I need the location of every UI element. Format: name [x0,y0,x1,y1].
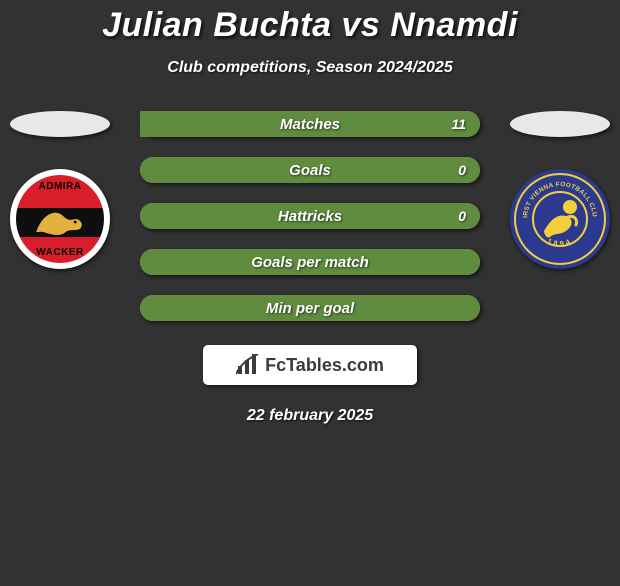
stat-value-right: 0 [458,162,466,178]
stat-row: Hattricks 0 [140,203,480,229]
bar-chart-icon [236,354,260,376]
fctables-brand-text: FcTables.com [265,355,384,376]
stat-label: Goals per match [251,254,369,271]
stat-fill-right [310,157,480,183]
stat-label: Hattricks [278,208,342,225]
stat-row: Min per goal [140,295,480,321]
left-club-bottom-text: WACKER [16,247,104,258]
stat-label: Matches [280,116,340,133]
comparison-stage: ADMIRA WACKER FIRST VIENNA FOOTBALL [0,111,620,321]
stat-row: Matches 11 [140,111,480,137]
stat-value-right: 11 [451,116,466,132]
generated-date: 22 february 2025 [0,407,620,425]
left-club-badge: ADMIRA WACKER [10,169,110,269]
right-player-avatar-placeholder [510,111,610,137]
stat-row: Goals per match [140,249,480,275]
fctables-logo-box: FcTables.com [203,345,417,385]
stat-label: Goals [289,162,331,179]
right-club-ring: FIRST VIENNA FOOTBALL CLUB 1894 [514,173,606,265]
griffin-icon [32,207,88,237]
subtitle: Club competitions, Season 2024/2025 [0,59,620,77]
left-club-top-text: ADMIRA [16,181,104,192]
stat-rows: Matches 11 Goals 0 Hattricks 0 Goals per match… [140,111,480,321]
left-player-col: ADMIRA WACKER [0,111,120,269]
stat-label: Min per goal [266,300,354,317]
right-club-badge: FIRST VIENNA FOOTBALL CLUB 1894 [510,169,610,269]
page-title: Julian Buchta vs Nnamdi [0,6,620,45]
vienna-player-icon [538,197,582,241]
stat-row: Goals 0 [140,157,480,183]
left-club-badge-inner: ADMIRA WACKER [16,175,104,263]
stat-fill-left [140,157,310,183]
stat-value-right: 0 [458,208,466,224]
right-player-col: FIRST VIENNA FOOTBALL CLUB 1894 [500,111,620,269]
left-player-avatar-placeholder [10,111,110,137]
